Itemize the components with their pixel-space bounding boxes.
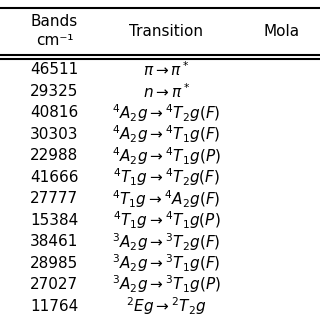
Text: $^2Eg\rightarrow{^2}T_2g$: $^2Eg\rightarrow{^2}T_2g$	[126, 295, 207, 317]
Text: Transition: Transition	[129, 24, 204, 39]
Text: 28985: 28985	[30, 256, 78, 271]
Text: $^3A_2g\rightarrow{^3}T_1g(P)$: $^3A_2g\rightarrow{^3}T_1g(P)$	[112, 274, 221, 295]
Text: 40816: 40816	[30, 105, 78, 120]
Text: 15384: 15384	[30, 213, 78, 228]
Text: 38461: 38461	[30, 234, 79, 249]
Text: $^4T_1g\rightarrow{^4}T_1g(P)$: $^4T_1g\rightarrow{^4}T_1g(P)$	[113, 209, 220, 231]
Text: Mola: Mola	[264, 24, 300, 39]
Text: 30303: 30303	[30, 127, 79, 142]
Text: $^3A_2g\rightarrow{^3}T_1g(F)$: $^3A_2g\rightarrow{^3}T_1g(F)$	[112, 252, 220, 274]
Text: 29325: 29325	[30, 84, 79, 99]
Text: 11764: 11764	[30, 299, 78, 314]
Text: $n\rightarrow\pi^*$: $n\rightarrow\pi^*$	[143, 82, 190, 101]
Text: $\pi\rightarrow\pi^*$: $\pi\rightarrow\pi^*$	[143, 60, 190, 79]
Text: 27777: 27777	[30, 191, 78, 206]
Text: $^4A_2g\rightarrow{^4}T_1g(F)$: $^4A_2g\rightarrow{^4}T_1g(F)$	[112, 124, 220, 145]
Text: Bands
cm⁻¹: Bands cm⁻¹	[31, 14, 78, 48]
Text: 22988: 22988	[30, 148, 78, 163]
Text: 46511: 46511	[30, 62, 78, 77]
Text: 41666: 41666	[30, 170, 79, 185]
Text: 27027: 27027	[30, 277, 78, 292]
Text: $^3A_2g\rightarrow{^3}T_2g(F)$: $^3A_2g\rightarrow{^3}T_2g(F)$	[112, 231, 220, 252]
Text: $^4A_2g\rightarrow{^4}T_1g(P)$: $^4A_2g\rightarrow{^4}T_1g(P)$	[112, 145, 221, 167]
Text: $^4T_1g\rightarrow{^4}T_2g(F)$: $^4T_1g\rightarrow{^4}T_2g(F)$	[113, 166, 220, 188]
Text: $^4A_2g\rightarrow{^4}T_2g(F)$: $^4A_2g\rightarrow{^4}T_2g(F)$	[112, 102, 220, 124]
Text: $^4T_1g\rightarrow{^4}A_2g(F)$: $^4T_1g\rightarrow{^4}A_2g(F)$	[112, 188, 220, 210]
